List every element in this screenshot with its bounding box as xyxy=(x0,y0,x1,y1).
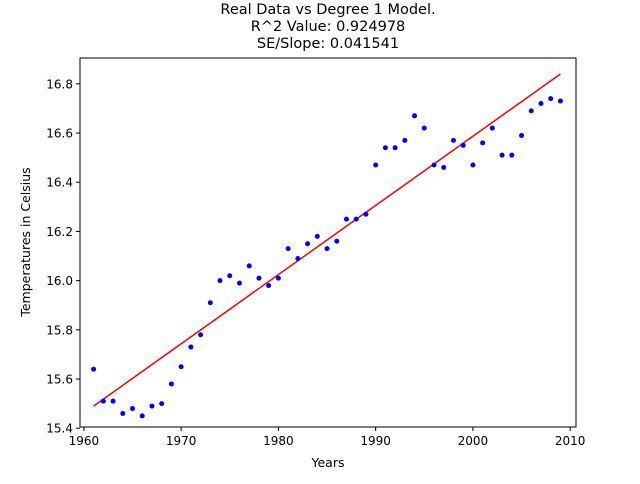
x-axis-label: Years xyxy=(311,455,345,470)
x-axis-ticks: 1960 1970 1980 1990 2000 2010 xyxy=(69,427,586,448)
data-point xyxy=(314,233,320,239)
title-line-3: SE/Slope: 0.041541 xyxy=(257,36,399,52)
data-point xyxy=(324,246,330,252)
data-point xyxy=(441,164,447,170)
data-point xyxy=(198,332,204,338)
data-point xyxy=(528,108,534,114)
data-point xyxy=(363,211,369,217)
x-tick-label: 2010 xyxy=(555,434,586,448)
data-point xyxy=(275,275,281,281)
y-tick-label: 16.2 xyxy=(46,225,73,239)
data-point xyxy=(188,344,194,350)
data-point xyxy=(373,162,379,168)
data-point xyxy=(110,398,116,404)
data-point xyxy=(285,246,291,252)
y-tick-label: 15.6 xyxy=(46,373,73,387)
data-point xyxy=(460,142,466,148)
model-fit-line xyxy=(93,73,561,407)
data-point xyxy=(421,125,427,131)
data-point xyxy=(557,98,563,104)
chart-title: Real Data vs Degree 1 Model. R^2 Value: … xyxy=(220,2,435,52)
data-point xyxy=(237,280,242,286)
data-point xyxy=(256,275,262,281)
data-point xyxy=(343,216,349,222)
data-point xyxy=(217,278,223,284)
data-point xyxy=(509,152,515,158)
axes-frame xyxy=(79,57,577,428)
title-line-1: Real Data vs Degree 1 Model. xyxy=(220,2,435,18)
y-tick-label: 16.4 xyxy=(46,176,73,190)
data-point xyxy=(178,364,184,370)
y-tick-label: 16.6 xyxy=(46,127,73,141)
data-point xyxy=(499,152,505,158)
data-point xyxy=(227,273,233,279)
title-line-2: R^2 Value: 0.924978 xyxy=(251,19,406,35)
x-tick-label: 2000 xyxy=(458,434,489,448)
y-tick-label: 15.4 xyxy=(46,422,73,436)
data-point xyxy=(392,145,398,151)
plot-area xyxy=(91,73,563,419)
y-tick-label: 15.8 xyxy=(46,323,73,337)
y-axis-ticks: 15.4 15.6 15.8 16.0 16.2 16.4 16.6 16.8 xyxy=(46,77,80,436)
data-point xyxy=(266,283,272,289)
data-point xyxy=(412,113,418,119)
x-tick-label: 1960 xyxy=(69,434,100,448)
data-point xyxy=(402,137,408,143)
data-point xyxy=(246,263,252,269)
data-point xyxy=(489,125,495,131)
data-point xyxy=(168,381,174,387)
data-point xyxy=(538,101,544,107)
data-point xyxy=(149,403,155,409)
x-tick-label: 1980 xyxy=(263,434,294,448)
data-point xyxy=(120,410,126,416)
data-point xyxy=(207,300,213,306)
x-tick-label: 1970 xyxy=(166,434,197,448)
data-point xyxy=(548,96,554,102)
data-point xyxy=(295,255,301,261)
data-point xyxy=(305,241,311,247)
data-point xyxy=(519,132,525,138)
data-point xyxy=(100,398,106,404)
data-point xyxy=(353,216,359,222)
y-tick-label: 16.0 xyxy=(46,274,73,288)
data-point xyxy=(91,366,97,372)
data-point xyxy=(130,406,136,412)
data-point xyxy=(139,413,145,419)
y-axis-label: Temperatures in Celsius xyxy=(18,167,33,317)
data-point xyxy=(470,162,476,168)
y-tick-label: 16.8 xyxy=(46,77,73,91)
data-point xyxy=(334,238,340,244)
data-point xyxy=(480,140,486,146)
data-point xyxy=(450,137,456,143)
x-tick-label: 1990 xyxy=(360,434,391,448)
data-point xyxy=(159,401,165,407)
data-point xyxy=(382,145,388,151)
data-point xyxy=(431,162,437,168)
